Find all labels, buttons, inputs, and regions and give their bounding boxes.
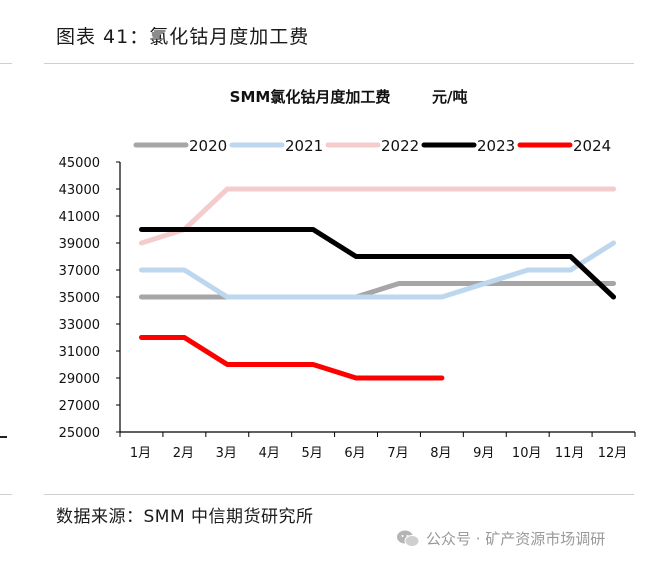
figure-title: 图表 41：氯化钴月度加工费 (56, 26, 310, 48)
y-tick-label: 27000 (59, 399, 100, 414)
x-tick-label: 9月 (473, 446, 494, 461)
left-edge-divider-bottom (0, 494, 12, 495)
y-tick-label: 31000 (59, 345, 100, 360)
series-line-2020 (138, 281, 617, 300)
y-tick-label: 37000 (59, 264, 100, 279)
x-tick-label: 3月 (216, 446, 237, 461)
x-tick-label: 7月 (387, 446, 408, 461)
line-chart: SMM氯化钴月度加工费 元/吨 2020 2021 2022 2023 2024 250… (59, 88, 636, 461)
legend-label: 2022 (381, 137, 419, 155)
x-tick-label: 5月 (301, 446, 322, 461)
left-edge-tick (0, 436, 7, 438)
left-edge-divider-top (0, 63, 12, 64)
chart-unit: 元/吨 (432, 88, 467, 106)
x-tick-label: 8月 (430, 446, 451, 461)
y-tick-label: 33000 (59, 318, 100, 333)
legend-label: 2020 (189, 137, 227, 155)
bottom-divider (44, 494, 634, 495)
series-line-2023 (138, 227, 617, 300)
legend-label: 2024 (573, 137, 611, 155)
series-lines (138, 186, 617, 381)
watermark-text: 公众号 · 矿产资源市场调研 (426, 530, 606, 548)
series-line-2021 (138, 240, 617, 300)
y-tick-label: 25000 (59, 426, 100, 441)
y-tick-label: 39000 (59, 237, 100, 252)
x-tick-label: 4月 (259, 446, 280, 461)
legend-label: 2021 (285, 137, 323, 155)
top-divider (44, 63, 634, 64)
wechat-icon (397, 530, 420, 547)
axes: 25000 27000 29000 31000 33000 35000 37000 39000… (59, 156, 636, 461)
y-tick-label: 45000 (59, 156, 100, 171)
series-line-2022 (138, 186, 617, 246)
y-tick-label: 41000 (59, 210, 100, 225)
series-line-2024 (138, 335, 445, 381)
y-tick-label: 29000 (59, 372, 100, 387)
y-tick-label: 43000 (59, 183, 100, 198)
chart-title: SMM氯化钴月度加工费 (230, 88, 391, 106)
legend: 2020 2021 2022 2023 2024 (133, 137, 611, 155)
watermark: 公众号 · 矿产资源市场调研 (396, 528, 605, 549)
legend-label: 2023 (477, 137, 515, 155)
x-tick-label: 6月 (344, 446, 365, 461)
x-tick-label: 12月 (598, 446, 628, 461)
source-note: 数据来源：SMM 中信期货研究所 (56, 507, 314, 527)
y-tick-label: 35000 (59, 291, 100, 306)
x-tick-label: 2月 (173, 446, 194, 461)
x-tick-label: 11月 (555, 446, 585, 461)
x-tick-label: 10月 (512, 446, 542, 461)
x-tick-label: 1月 (130, 446, 151, 461)
